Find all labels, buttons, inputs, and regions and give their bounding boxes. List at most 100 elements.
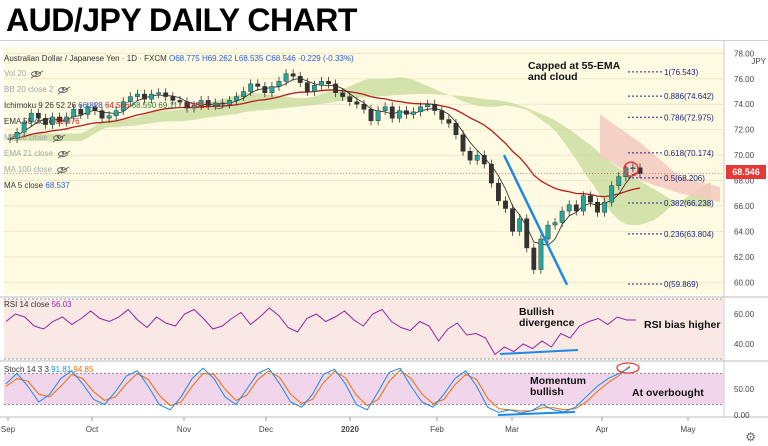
candle [340,92,346,97]
fib-level-label: 0.618(70.174) [664,149,714,158]
rsi-legend-value: 56.03 [51,300,72,309]
candle [411,111,416,115]
stoch-momentum-line [497,411,576,416]
candle [354,101,360,105]
symbol-source: FXCM [144,54,167,63]
ohlc-open: O68.775 [169,54,200,63]
candle [396,110,402,119]
stoch-tick-label: 50.00 [734,385,755,394]
legend-label: MA 5 close [4,181,44,190]
eye-icon[interactable] [213,102,224,109]
chart-canvas[interactable]: 60.00 62.00 64.00 66.00 68.00 70.00 72.00 74.00… [0,41,768,446]
candle [149,93,154,100]
candle [580,195,586,212]
x-tick-label: Mar [505,425,519,434]
legend-row[interactable]: BB 20 close 2 [4,85,69,94]
candle [326,81,331,85]
ichimoku-cloud-future [600,114,720,203]
legend-row[interactable]: EMA 55 close 69.076 [4,117,80,126]
candle [297,76,303,83]
candle [347,96,353,102]
candle [517,218,523,232]
price-tick-label: 78.00 [734,49,755,58]
eye-hidden-icon[interactable] [57,166,68,173]
candle [205,100,211,106]
legend-row[interactable]: Ichimoku 9 26 52 26 66.828 64.566 68.550… [4,101,224,110]
candle [425,104,431,107]
candle [573,204,579,212]
eye-hidden-icon[interactable] [31,70,42,77]
candle [453,123,459,135]
candle [623,167,629,177]
candle [439,110,445,120]
candle [368,109,374,121]
cap-circle-marker [623,161,639,177]
candle [446,119,452,124]
candle [290,73,296,77]
candle [170,96,176,101]
fib-level-label: 0.382(66.238) [664,199,714,208]
candle [510,208,515,232]
ohlc-change: -0.229 (-0.33%) [298,54,354,63]
eye-hidden-icon[interactable] [52,134,63,141]
x-tick-label: Oct [86,425,99,434]
candle [496,182,501,202]
candle [64,116,70,123]
candle [177,100,183,102]
stoch-tick-label: 0.00 [734,411,750,420]
fib-level-label: 0.236(63.804) [664,230,714,239]
rsi-legend-label: RSI 14 close [4,300,50,309]
legend-row[interactable]: MA 5 close 68.537 [4,181,70,190]
legend-row[interactable]: Vol 20 [4,69,42,78]
candle [262,86,268,93]
candle [481,154,487,165]
x-tick-label: Feb [430,425,444,434]
stoch-legend-label: Stoch 14 3 3 [4,365,49,374]
annotation-overbought: At overbought [632,387,704,399]
annotation-momentum: Momentum bullish [530,375,586,398]
candle [375,110,381,121]
rsi-tick-label: 60.00 [734,310,755,319]
legend-label: EMA 21 close [4,149,53,158]
x-tick-label: Dec [259,425,273,434]
eye-hidden-icon[interactable] [57,150,68,157]
candle [127,96,133,102]
stoch-legend-d: 94.85 [73,365,94,374]
stoch-legend: Stoch 14 3 3 91.81 94.85 [4,365,93,374]
eye-hidden-icon[interactable] [58,86,69,93]
legend-value: 70.517 [182,101,209,110]
candle [85,106,91,115]
candle [57,116,62,123]
legend-label: EMA 55 close [4,117,53,126]
candle [113,110,119,116]
candle [467,151,473,161]
ohlc-close: C68.546 [265,54,296,63]
candle [135,93,140,97]
ohlc-high: H69.262 [201,54,233,63]
candle [276,81,282,87]
candle [42,118,48,125]
ema55-line [9,89,641,198]
price-tick-label: 64.00 [734,227,755,236]
ohlc-low: L68.535 [234,54,264,63]
candle [283,73,289,82]
candle [538,238,544,270]
candle [241,91,246,97]
last-price-tag: 68.546 [726,165,766,179]
legend-row[interactable]: MA 100 close [4,165,68,174]
candle [99,110,105,119]
candle [78,109,84,115]
candle [7,138,13,140]
candle [255,83,261,87]
candle [524,218,530,249]
candle [156,92,162,95]
candle [92,106,98,111]
legend-label: Vol 20 [4,69,27,78]
legend-value: 66.828 [76,101,103,110]
legend-row[interactable]: EMA 21 close [4,149,68,158]
settings-gear-icon[interactable]: ⚙ [745,430,756,444]
fib-level-label: 0.786(72.975) [664,113,714,122]
fib-level-label: 0.5(68.206) [664,174,705,183]
legend-row[interactable]: MA 50 close [4,133,63,142]
candle [304,82,310,92]
